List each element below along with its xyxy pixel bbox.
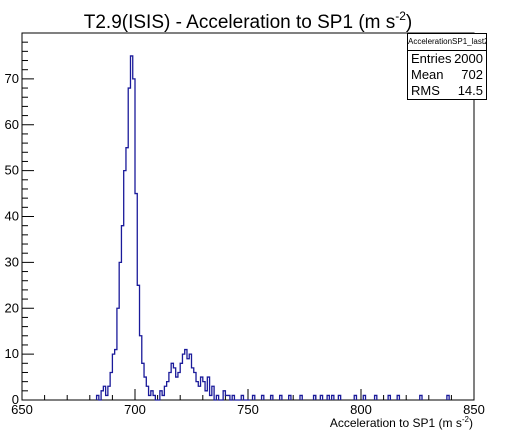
x-tick-label: 700: [124, 402, 146, 417]
stats-row-entries: Entries 2000: [408, 51, 486, 67]
stats-title: AccelerationSP1_last2000: [408, 34, 486, 51]
stats-label: Mean: [411, 67, 444, 82]
chart-title-suffix: ): [406, 12, 412, 33]
x-axis-label-suffix: ): [469, 416, 473, 430]
histogram-bin: [419, 394, 423, 400]
histogram-bin: [396, 394, 401, 400]
x-tick-label: 650: [11, 402, 33, 417]
histogram-bin: [278, 394, 283, 400]
stats-label: Entries: [411, 51, 452, 66]
histogram-tail: [251, 394, 450, 400]
histogram-bin: [353, 394, 358, 400]
histogram-bin: [269, 394, 274, 400]
histogram-bin: [330, 394, 335, 400]
y-tick-label: 70: [5, 71, 19, 86]
x-tick-label: 750: [237, 402, 259, 417]
x-tick-label: 850: [463, 402, 485, 417]
y-tick-label: 0: [12, 392, 19, 407]
stats-value: 702: [461, 67, 483, 82]
histogram-bin: [319, 394, 324, 400]
stats-box: AccelerationSP1_last2000 Entries 2000 Me…: [407, 33, 487, 100]
y-tick-label: 30: [5, 254, 19, 269]
histogram-line: [95, 55, 251, 401]
histogram-bin: [312, 394, 317, 400]
y-tick-label: 20: [5, 300, 19, 315]
stats-row-mean: Mean 702: [408, 67, 486, 83]
axes: 650 700 750 800 850 0 10 20 30 40 50 60 70: [5, 32, 485, 417]
histogram-bin: [362, 394, 367, 400]
x-axis-label-sup: -2: [462, 415, 470, 424]
chart-title: T2.9(ISIS) - Acceleration to SP1 (m s-2): [84, 9, 413, 33]
histogram-bin: [326, 394, 331, 400]
x-tick-label: 800: [350, 402, 372, 417]
histogram-bin: [446, 394, 450, 400]
y-tick-label: 60: [5, 117, 19, 132]
y-tick-label: 10: [5, 346, 19, 361]
histogram-bin: [387, 394, 392, 400]
y-tick-label: 50: [5, 163, 19, 178]
stats-row-rms: RMS 14.5: [408, 83, 486, 99]
x-axis-label: Acceleration to SP1 (m s-2): [330, 415, 473, 430]
y-tick-label: 40: [5, 209, 19, 224]
stats-value: 2000: [454, 51, 483, 66]
histogram-bin: [260, 394, 265, 400]
chart-title-sup: -2: [395, 9, 406, 23]
histogram-bin: [288, 394, 292, 400]
histogram-bin: [373, 394, 378, 400]
histogram-bin: [299, 394, 303, 400]
stats-value: 14.5: [457, 83, 483, 98]
histogram-bin: [251, 394, 256, 400]
stats-label: RMS: [411, 83, 440, 98]
histogram-bin: [337, 394, 342, 400]
